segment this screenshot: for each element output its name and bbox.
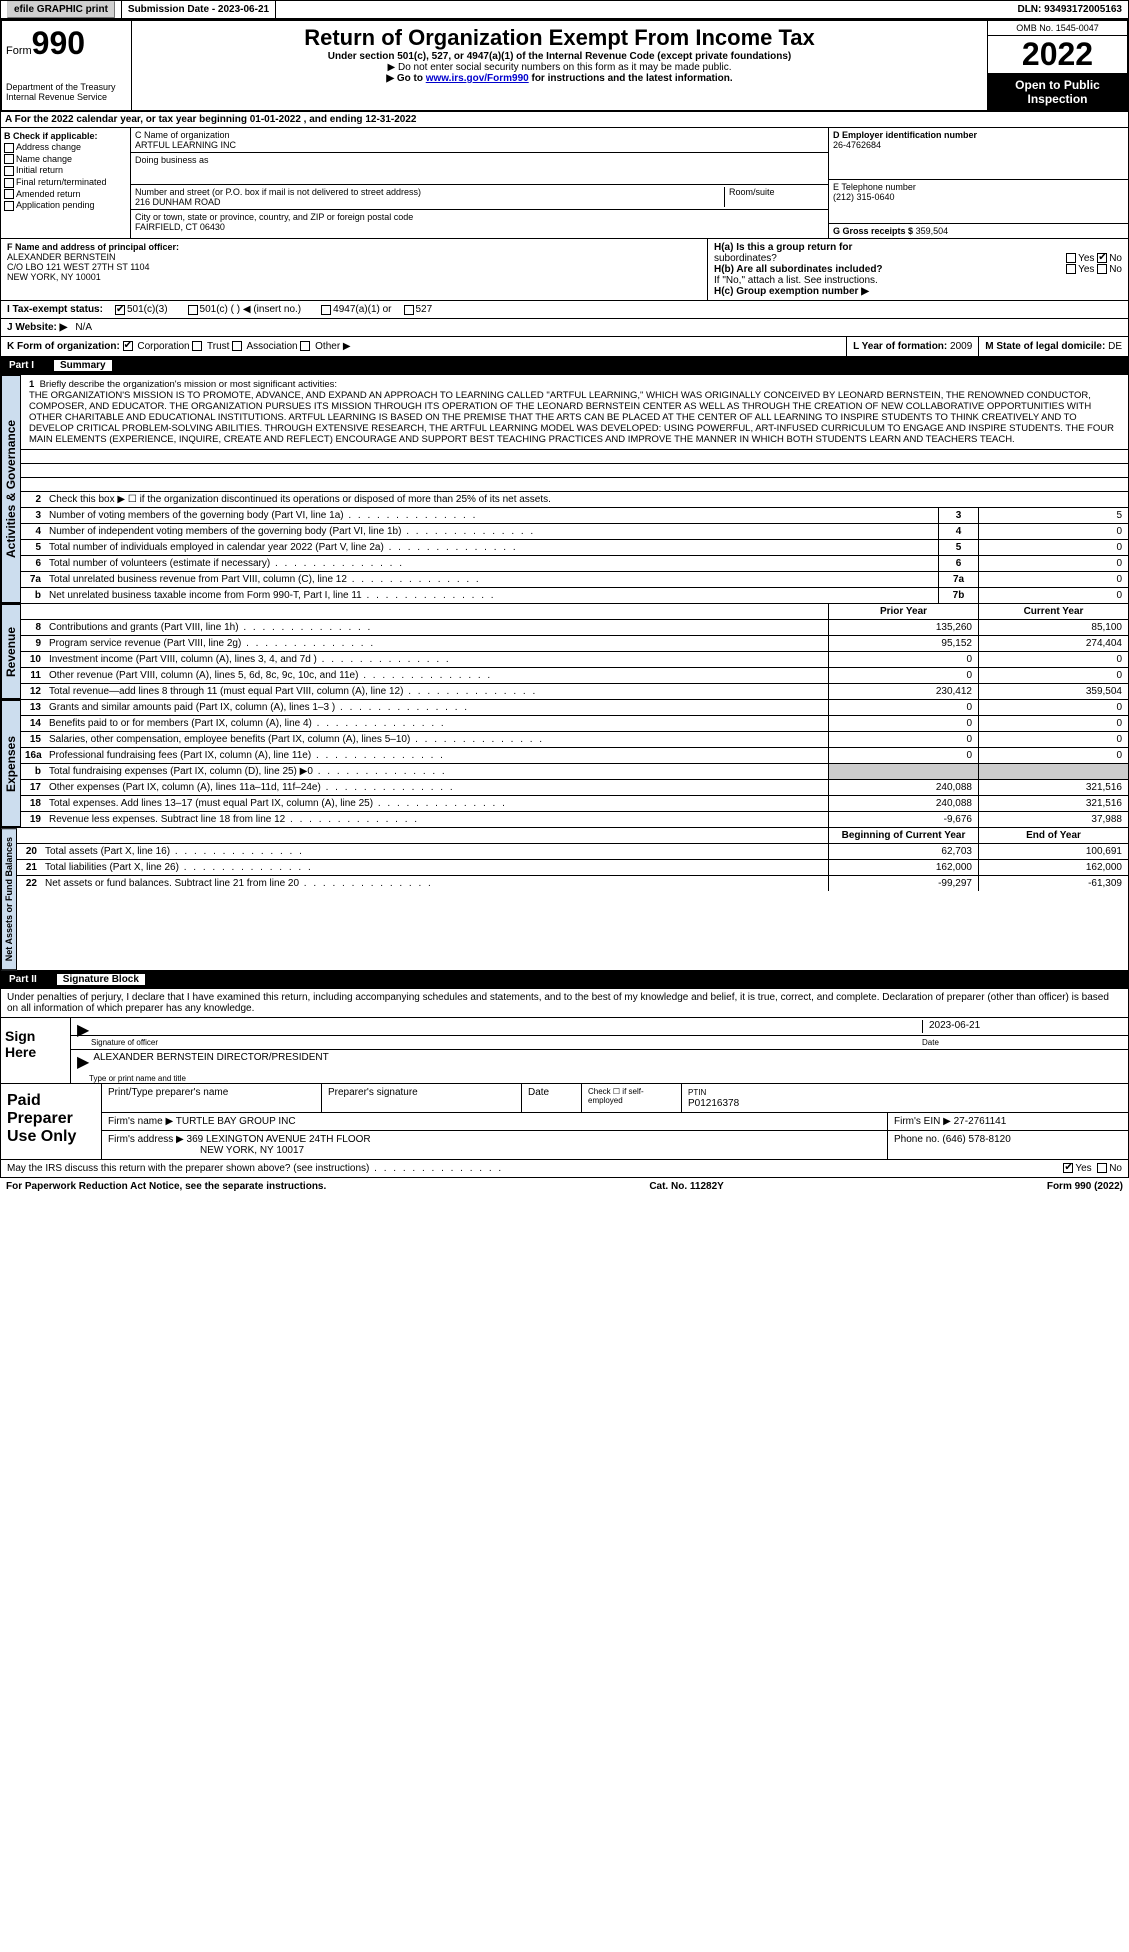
line-17: 17 Other expenses (Part IX, column (A), … xyxy=(21,780,1128,796)
signature-section: Under penalties of perjury, I declare th… xyxy=(0,989,1129,1084)
line-21: 21 Total liabilities (Part X, line 26) 1… xyxy=(17,860,1128,876)
mission-text: THE ORGANIZATION'S MISSION IS TO PROMOTE… xyxy=(29,390,1114,445)
line-7a: 7a Total unrelated business revenue from… xyxy=(21,572,1128,588)
sign-here: Sign Here xyxy=(1,1018,71,1083)
footer: For Paperwork Reduction Act Notice, see … xyxy=(0,1178,1129,1195)
form-org-row: K Form of organization: Corporation Trus… xyxy=(0,337,1129,357)
omb-number: OMB No. 1545-0047 xyxy=(988,21,1127,36)
line-12: 12 Total revenue—add lines 8 through 11 … xyxy=(21,684,1128,699)
officer-row: F Name and address of principal officer:… xyxy=(0,239,1129,301)
line-b: b Net unrelated business taxable income … xyxy=(21,588,1128,603)
vert-governance: Activities & Governance xyxy=(1,375,21,603)
phone-label: E Telephone number xyxy=(833,182,916,192)
declaration: Under penalties of perjury, I declare th… xyxy=(1,989,1128,1017)
org-name-label: C Name of organization xyxy=(135,130,824,140)
paid-preparer: Paid Preparer Use Only Print/Type prepar… xyxy=(0,1084,1129,1160)
discuss-row: May the IRS discuss this return with the… xyxy=(0,1160,1129,1178)
form-subtitle: Under section 501(c), 527, or 4947(a)(1)… xyxy=(136,51,983,62)
line-b: b Total fundraising expenses (Part IX, c… xyxy=(21,764,1128,780)
city-label: City or town, state or province, country… xyxy=(135,212,824,222)
city-state-zip: FAIRFIELD, CT 06430 xyxy=(135,222,824,232)
paid-label: Paid Preparer Use Only xyxy=(1,1084,101,1159)
gross-value: 359,504 xyxy=(916,226,949,236)
ein-value: 26-4762684 xyxy=(833,140,881,150)
dba-label: Doing business as xyxy=(135,155,824,165)
header-title-block: Return of Organization Exempt From Incom… xyxy=(132,21,987,110)
form-header: Form990 Department of the Treasury Inter… xyxy=(0,19,1129,112)
line-3: 3 Number of voting members of the govern… xyxy=(21,508,1128,524)
goto-note: ▶ Go to www.irs.gov/Form990 for instruct… xyxy=(136,73,983,84)
vert-netassets: Net Assets or Fund Balances xyxy=(1,828,17,970)
room-label: Room/suite xyxy=(724,187,824,207)
form-number: Form990 xyxy=(6,25,127,62)
right-info: D Employer identification number 26-4762… xyxy=(828,128,1128,238)
part1-netassets: Net Assets or Fund Balances Beginning of… xyxy=(0,828,1129,971)
dln: DLN: 93493172005163 xyxy=(1011,1,1128,18)
part1-governance: Activities & Governance 1 Briefly descri… xyxy=(0,375,1129,604)
box-f: F Name and address of principal officer:… xyxy=(1,239,708,300)
box-h: H(a) Is this a group return for subordin… xyxy=(708,239,1128,300)
line-11: 11 Other revenue (Part VIII, column (A),… xyxy=(21,668,1128,684)
tax-year: 2022 xyxy=(988,36,1127,74)
line-15: 15 Salaries, other compensation, employe… xyxy=(21,732,1128,748)
part1-revenue: Revenue Prior Year Current Year 8 Contri… xyxy=(0,604,1129,700)
open-public: Open to Public Inspection xyxy=(988,74,1127,110)
dept-treasury: Department of the Treasury xyxy=(6,82,127,92)
mission-block: 1 Briefly describe the organization's mi… xyxy=(21,375,1128,450)
website-row: J Website: ▶ N/A xyxy=(0,319,1129,337)
line-16a: 16a Professional fundraising fees (Part … xyxy=(21,748,1128,764)
phone-value: (212) 315-0640 xyxy=(833,192,895,202)
org-name: ARTFUL LEARNING INC xyxy=(135,140,824,150)
addr-label: Number and street (or P.O. box if mail i… xyxy=(135,187,724,197)
line-10: 10 Investment income (Part VIII, column … xyxy=(21,652,1128,668)
ssn-note: ▶ Do not enter social security numbers o… xyxy=(136,62,983,73)
line-9: 9 Program service revenue (Part VIII, li… xyxy=(21,636,1128,652)
tax-status-row: I Tax-exempt status: 501(c)(3) 501(c) ( … xyxy=(0,301,1129,319)
ein-label: D Employer identification number xyxy=(833,130,977,140)
part1-expenses: Expenses 13 Grants and similar amounts p… xyxy=(0,700,1129,828)
submission-date: Submission Date - 2023-06-21 xyxy=(122,1,276,18)
top-bar: efile GRAPHIC print Submission Date - 20… xyxy=(0,0,1129,19)
efile-print[interactable]: efile GRAPHIC print xyxy=(1,1,122,18)
section-a: A For the 2022 calendar year, or tax yea… xyxy=(0,112,1129,128)
line-20: 20 Total assets (Part X, line 16) 62,703… xyxy=(17,844,1128,860)
header-right: OMB No. 1545-0047 2022 Open to Public In… xyxy=(987,21,1127,110)
line-6: 6 Total number of volunteers (estimate i… xyxy=(21,556,1128,572)
street-address: 216 DUNHAM ROAD xyxy=(135,197,724,207)
box-c: C Name of organization ARTFUL LEARNING I… xyxy=(131,128,828,238)
form-title: Return of Organization Exempt From Incom… xyxy=(136,25,983,51)
entity-info: B Check if applicable: Address change Na… xyxy=(0,128,1129,239)
header-left: Form990 Department of the Treasury Inter… xyxy=(2,21,132,110)
line-19: 19 Revenue less expenses. Subtract line … xyxy=(21,812,1128,827)
line-22: 22 Net assets or fund balances. Subtract… xyxy=(17,876,1128,891)
part1-header: Part I Summary xyxy=(0,357,1129,375)
line-5: 5 Total number of individuals employed i… xyxy=(21,540,1128,556)
line-13: 13 Grants and similar amounts paid (Part… xyxy=(21,700,1128,716)
part2-header: Part II Signature Block xyxy=(0,971,1129,989)
gross-label: G Gross receipts $ xyxy=(833,226,913,236)
line-14: 14 Benefits paid to or for members (Part… xyxy=(21,716,1128,732)
vert-revenue: Revenue xyxy=(1,604,21,699)
line-8: 8 Contributions and grants (Part VIII, l… xyxy=(21,620,1128,636)
irs-link[interactable]: www.irs.gov/Form990 xyxy=(426,73,529,84)
box-b: B Check if applicable: Address change Na… xyxy=(1,128,131,238)
vert-expenses: Expenses xyxy=(1,700,21,827)
line-18: 18 Total expenses. Add lines 13–17 (must… xyxy=(21,796,1128,812)
irs-label: Internal Revenue Service xyxy=(6,92,127,102)
line-4: 4 Number of independent voting members o… xyxy=(21,524,1128,540)
